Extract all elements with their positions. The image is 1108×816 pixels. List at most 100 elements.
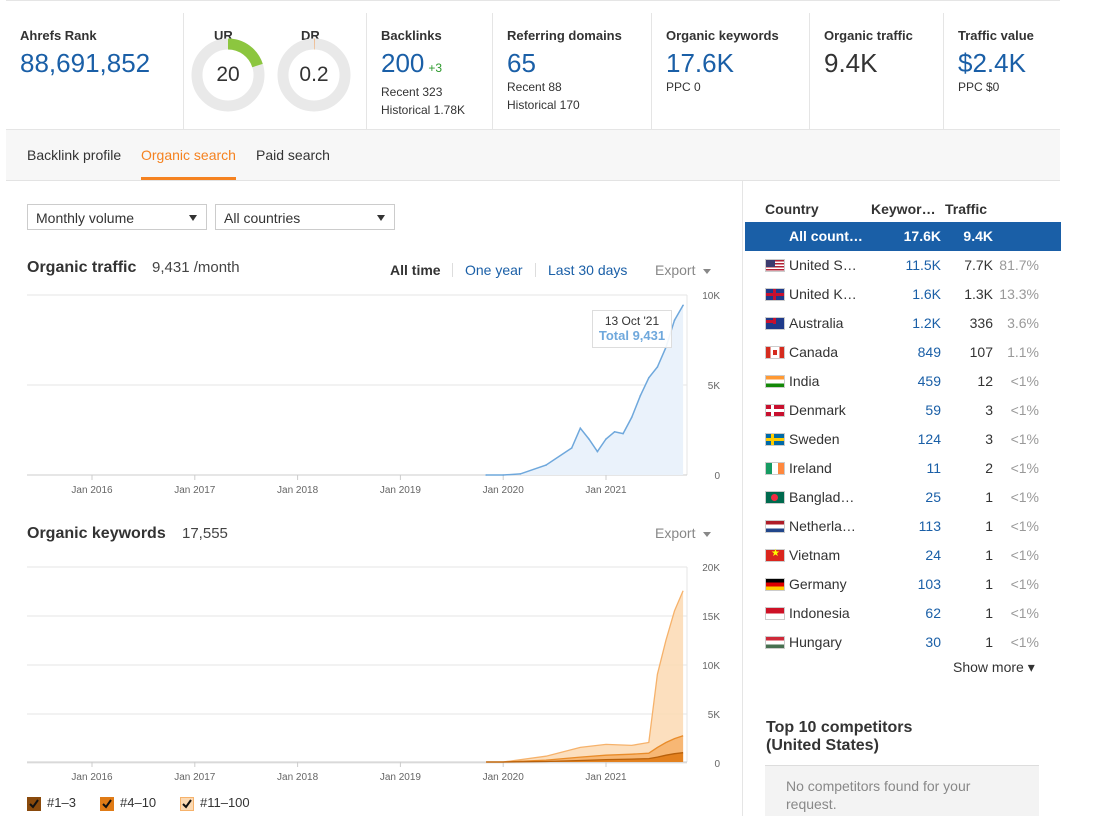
- header-keywords[interactable]: Keywor…: [871, 201, 936, 217]
- y-tick-label: 0: [714, 759, 720, 770]
- table-row[interactable]: Denmark 59 3 <1%: [745, 396, 1061, 425]
- dr-gauge[interactable]: 0.2: [277, 38, 351, 112]
- header-country[interactable]: Country: [765, 201, 819, 217]
- x-tick-label: Jan 2018: [277, 772, 319, 783]
- keywords-cell[interactable]: 113: [918, 518, 941, 534]
- keywords-cell[interactable]: 459: [917, 373, 941, 389]
- share-cell: <1%: [1010, 605, 1039, 621]
- country-cell: Australia: [789, 315, 844, 331]
- metric-ppc: PPC $0: [958, 80, 1000, 94]
- volume-select[interactable]: Monthly volume: [27, 204, 207, 230]
- organic-keywords-chart[interactable]: 20K 15K 10K 5K 0 Jan 2016 Jan 2017 Jan 2018 Jan …: [0, 562, 740, 788]
- keywords-cell[interactable]: 103: [917, 576, 941, 592]
- metric-value[interactable]: 88,691,852: [20, 48, 151, 78]
- empty-line2: request.: [786, 796, 837, 812]
- y-tick-label: 20K: [702, 563, 720, 574]
- table-row[interactable]: Netherla… 113 1 <1%: [745, 512, 1061, 541]
- x-tick-label: Jan 2016: [71, 485, 113, 496]
- table-row[interactable]: United S… 11.5K 7.7K 81.7%: [745, 251, 1061, 280]
- keywords-cell[interactable]: 17.6K: [903, 228, 941, 244]
- traffic-point: [630, 416, 633, 419]
- range-last-30-days[interactable]: Last 30 days: [548, 262, 628, 278]
- keywords-cell[interactable]: 25: [925, 489, 941, 505]
- show-more-label: Show more: [953, 659, 1024, 675]
- table-row[interactable]: United K… 1.6K 1.3K 13.3%: [745, 280, 1061, 309]
- metric-organic-traffic: Organic traffic 9.4K: [809, 13, 943, 131]
- range-divider: [452, 263, 453, 277]
- table-row[interactable]: Indonesia 62 1 <1%: [745, 599, 1061, 628]
- de-flag-icon: [765, 578, 785, 591]
- keywords-cell[interactable]: 11: [926, 460, 941, 476]
- export-label: Export: [655, 525, 696, 541]
- metric-value[interactable]: $2.4K: [958, 48, 1026, 78]
- se-flag-icon: [765, 433, 785, 446]
- traffic-cell: 3: [985, 431, 993, 447]
- tab-paid-search[interactable]: Paid search: [256, 147, 330, 163]
- show-more-button[interactable]: Show more ▾: [953, 659, 1035, 676]
- table-row[interactable]: Australia 1.2K 336 3.6%: [745, 309, 1061, 338]
- traffic-point: [570, 447, 573, 449]
- ur-value: 20: [216, 63, 240, 86]
- keywords-cell[interactable]: 59: [925, 402, 941, 418]
- share-cell: <1%: [1010, 460, 1039, 476]
- traffic-cell: 3: [985, 402, 993, 418]
- table-row[interactable]: Banglad… 25 1 <1%: [745, 483, 1061, 512]
- keywords-cell[interactable]: 11.5K: [905, 257, 941, 273]
- organic-traffic-value: 9,431 /month: [152, 259, 240, 276]
- legend-item-11-100[interactable]: #11–100: [180, 795, 250, 811]
- tab-backlink-profile[interactable]: Backlink profile: [27, 147, 122, 163]
- keywords-cell[interactable]: 62: [925, 605, 941, 621]
- dr-value: 0.2: [299, 63, 329, 86]
- traffic-cell: 107: [969, 344, 993, 360]
- traffic-point: [673, 319, 676, 321]
- country-select-value: All countries: [224, 210, 301, 226]
- table-row[interactable]: ★ Vietnam 24 1 <1%: [745, 541, 1061, 570]
- table-row[interactable]: Germany 103 1 <1%: [745, 570, 1061, 599]
- keywords-cell[interactable]: 849: [917, 344, 941, 360]
- keywords-cell[interactable]: 124: [917, 431, 941, 447]
- table-row[interactable]: Hungary 30 1 <1%: [745, 628, 1061, 657]
- table-row[interactable]: Sweden 124 3 <1%: [745, 425, 1061, 454]
- backlinks-value[interactable]: 200: [381, 48, 425, 78]
- table-row[interactable]: Canada 849 107 1.1%: [745, 338, 1061, 367]
- keywords-cell[interactable]: 24: [925, 547, 941, 563]
- keywords-cell[interactable]: 1.6K: [912, 286, 941, 302]
- range-one-year[interactable]: One year: [465, 262, 523, 278]
- country-select[interactable]: All countries: [215, 204, 395, 230]
- x-tick-label: Jan 2017: [174, 485, 216, 496]
- competitors-title-line1: Top 10 competitors: [766, 719, 913, 736]
- chevron-down-icon: [703, 531, 712, 537]
- metric-value: 9.4K: [824, 48, 878, 78]
- legend-item-1-3[interactable]: #1–3: [27, 795, 76, 811]
- metric-value[interactable]: 17.6K: [666, 48, 734, 78]
- keywords-cell[interactable]: 1.2K: [912, 315, 941, 331]
- legend-item-4-10[interactable]: #4–10: [100, 795, 156, 811]
- traffic-point: [579, 427, 582, 429]
- metric-label: Organic traffic: [824, 28, 913, 43]
- keywords-cell[interactable]: 30: [925, 634, 941, 650]
- range-all-time[interactable]: All time: [390, 262, 441, 278]
- ur-gauge[interactable]: 20: [191, 38, 265, 112]
- metric-organic-keywords: Organic keywords 17.6K PPC 0: [651, 13, 809, 131]
- traffic-export-button[interactable]: Export: [655, 262, 712, 278]
- chevron-down-icon: [377, 215, 385, 221]
- metric-value[interactable]: 65: [507, 48, 536, 78]
- chevron-down-icon: [703, 268, 712, 274]
- hu-flag-icon: [765, 636, 785, 649]
- traffic-cell: 1: [985, 547, 993, 563]
- table-row[interactable]: India 459 12 <1%: [745, 367, 1061, 396]
- table-row-all-countries[interactable]: All count… 17.6K 9.4K: [745, 222, 1061, 251]
- x-tick-label: Jan 2016: [71, 772, 113, 783]
- tab-organic-search[interactable]: Organic search: [141, 147, 236, 180]
- metric-historical: Historical 1.78K: [381, 103, 466, 117]
- traffic-point: [656, 366, 659, 368]
- table-row[interactable]: Ireland 11 2 <1%: [745, 454, 1061, 483]
- keywords-export-button[interactable]: Export: [655, 525, 712, 541]
- metric-ur-dr: UR 20 DR 0.2: [183, 13, 366, 131]
- country-cell: Canada: [789, 344, 839, 360]
- organic-traffic-chart[interactable]: 10K 5K 0 Jan 2016 Jan 2017 Jan 2018 Jan 2019 Ja…: [0, 290, 740, 500]
- header-traffic[interactable]: Traffic: [945, 201, 988, 217]
- dk-flag-icon: [765, 404, 785, 417]
- metrics-strip: Ahrefs Rank 88,691,852 UR 20 DR 0.2: [6, 0, 1060, 131]
- id-flag-icon: [765, 607, 785, 620]
